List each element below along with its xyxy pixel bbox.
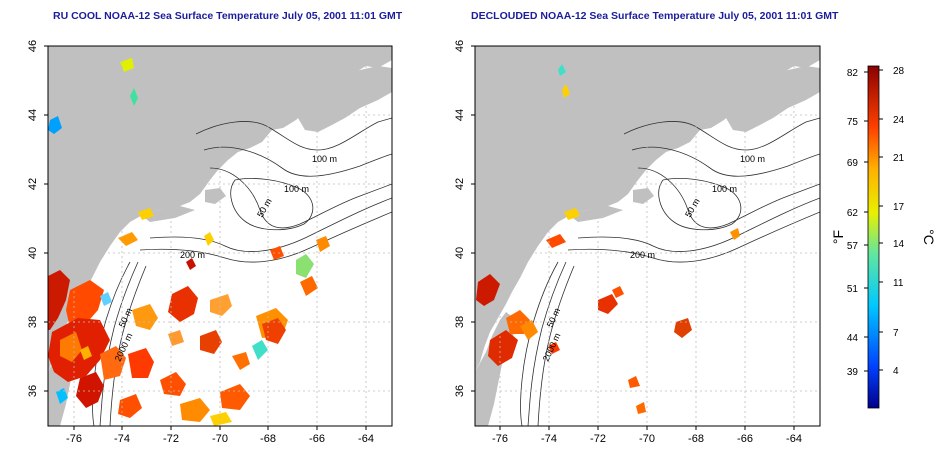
right-lon-tick-label: -66 [737, 433, 753, 445]
left-depth-label-4: 200 m [180, 250, 205, 260]
right-lon-tick-label: -64 [786, 433, 802, 445]
c-tick-label: 11 [893, 278, 904, 289]
left-land-nova-scotia [298, 66, 392, 132]
left-lon-tick-label: -72 [163, 433, 179, 445]
left-lat-labels: 36 38 40 42 44 46 [27, 40, 39, 397]
left-lat-tick-label: 38 [27, 316, 39, 328]
right-ticks [471, 45, 795, 430]
right-grid [475, 46, 820, 426]
right-sst-patches [476, 64, 740, 414]
left-lon-tick-label: -68 [260, 433, 276, 445]
f-tick-label: 75 [847, 117, 859, 128]
c-tick-label: 21 [893, 153, 905, 164]
left-lon-tick-label: -64 [358, 433, 374, 445]
right-lat-tick-label: 40 [454, 247, 466, 259]
f-tick-label: 69 [847, 158, 859, 169]
left-lat-tick-label: 42 [27, 178, 39, 190]
left-lon-tick-label: -70 [212, 433, 228, 445]
right-map-title: DECLOUDED NOAA-12 Sea Surface Temperatur… [471, 10, 839, 22]
celsius-unit-label: °C [921, 229, 937, 245]
left-land-mass [48, 46, 392, 372]
right-bathymetry-contours [520, 117, 820, 426]
left-land-long-island [140, 206, 195, 222]
left-lon-tick-label: -76 [66, 433, 82, 445]
right-depth-label-4: 200 m [630, 250, 655, 260]
right-depth-label-1: 100 m [740, 154, 765, 164]
left-lat-tick-label: 46 [27, 40, 39, 52]
right-land-long-island [568, 206, 623, 222]
c-tick-label: 7 [893, 328, 899, 339]
right-land-mass [475, 46, 820, 372]
left-lon-tick-label: -74 [114, 433, 130, 445]
f-tick-label: 57 [847, 241, 859, 252]
c-tick-label: 17 [893, 202, 905, 213]
right-lat-tick-label: 46 [454, 40, 466, 52]
right-lon-tick-label: -68 [688, 433, 704, 445]
right-lat-tick-label: 36 [454, 385, 466, 397]
left-lat-tick-label: 36 [27, 385, 39, 397]
fahrenheit-tick-labels: 82 75 69 62 57 51 44 39 [847, 68, 859, 378]
right-lon-tick-label: -74 [541, 433, 557, 445]
right-depth-label-2: 100 m [712, 184, 737, 194]
left-land-cape-cod [205, 188, 226, 204]
c-tick-label: 24 [893, 115, 905, 126]
f-tick-label: 82 [847, 68, 859, 79]
right-lat-tick-label: 42 [454, 178, 466, 190]
left-grid [48, 46, 392, 426]
f-tick-label: 44 [847, 333, 859, 344]
right-land-cape-cod [633, 188, 654, 204]
left-ticks [44, 45, 367, 430]
right-land-nova-scotia [726, 66, 820, 132]
f-tick-label: 51 [847, 284, 859, 295]
temperature-colorbar: 82 75 69 62 57 51 44 39 28 24 21 17 14 1… [830, 65, 937, 409]
right-lon-tick-label: -76 [492, 433, 508, 445]
right-lon-tick-label: -70 [639, 433, 655, 445]
left-map-title: RU COOL NOAA-12 Sea Surface Temperature … [53, 10, 403, 22]
left-depth-label-1: 100 m [312, 154, 337, 164]
right-lon-labels: -76 -74 -72 -70 -68 -66 -64 [492, 433, 802, 445]
left-lat-tick-label: 40 [27, 247, 39, 259]
c-tick-label: 4 [893, 366, 899, 377]
c-tick-label: 14 [893, 239, 905, 250]
left-lat-tick-label: 44 [27, 109, 39, 121]
right-lat-tick-label: 44 [454, 109, 466, 121]
left-lon-labels: -76 -74 -72 -70 -68 -66 -64 [66, 433, 374, 445]
c-tick-label: 28 [893, 66, 905, 77]
left-depth-label-2: 100 m [284, 184, 309, 194]
colorbar-ticks [864, 69, 883, 372]
right-lon-tick-label: -72 [590, 433, 606, 445]
right-lat-labels: 36 38 40 42 44 46 [454, 40, 466, 397]
celsius-tick-labels: 28 24 21 17 14 11 7 4 [893, 66, 905, 377]
fahrenheit-unit-label: °F [830, 230, 846, 244]
left-lon-tick-label: -66 [309, 433, 325, 445]
left-sst-patches [48, 58, 330, 426]
colorbar-gradient [867, 65, 880, 409]
f-tick-label: 39 [847, 367, 859, 378]
right-lat-tick-label: 38 [454, 316, 466, 328]
left-map-panel: 100 m 100 m 50 m 200 m 50 m 2000 m -76 -… [27, 40, 393, 445]
f-tick-label: 62 [847, 208, 859, 219]
right-map-panel: 100 m 100 m 50 m 200 m 50 m 2000 m -76 -… [454, 40, 821, 445]
